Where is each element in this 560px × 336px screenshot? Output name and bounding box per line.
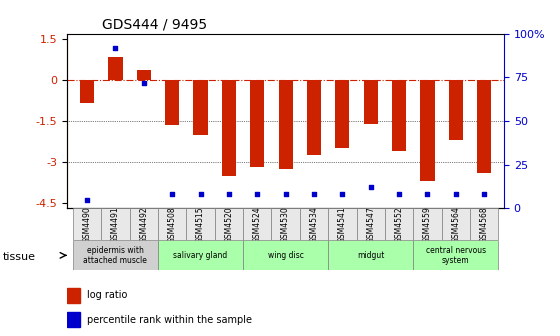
FancyBboxPatch shape <box>214 208 243 240</box>
Point <box>395 192 404 197</box>
Text: GSM4508: GSM4508 <box>167 206 176 243</box>
FancyBboxPatch shape <box>243 208 272 240</box>
Text: GSM4559: GSM4559 <box>423 206 432 243</box>
Point <box>82 197 91 202</box>
Point <box>111 45 120 50</box>
FancyBboxPatch shape <box>129 208 158 240</box>
Text: GSM4490: GSM4490 <box>82 206 91 243</box>
Text: GSM4552: GSM4552 <box>395 206 404 243</box>
Text: wing disc: wing disc <box>268 251 304 260</box>
Point <box>338 192 347 197</box>
Point <box>253 192 262 197</box>
Point <box>167 192 176 197</box>
Point <box>480 192 489 197</box>
Point <box>225 192 234 197</box>
Bar <box>421 80 435 181</box>
Bar <box>335 80 349 148</box>
FancyBboxPatch shape <box>470 208 498 240</box>
Text: log ratio: log ratio <box>87 291 127 300</box>
Text: GSM4568: GSM4568 <box>480 206 489 243</box>
Text: GSM4524: GSM4524 <box>253 206 262 243</box>
Bar <box>250 80 264 167</box>
Point <box>451 192 460 197</box>
FancyBboxPatch shape <box>158 240 243 270</box>
Bar <box>222 80 236 175</box>
Text: GSM4491: GSM4491 <box>111 206 120 243</box>
FancyBboxPatch shape <box>442 208 470 240</box>
Bar <box>67 288 80 303</box>
Point <box>310 192 319 197</box>
Point <box>423 192 432 197</box>
Bar <box>392 80 406 151</box>
Bar <box>449 80 463 140</box>
Text: GSM4520: GSM4520 <box>225 206 234 243</box>
Bar <box>477 80 491 173</box>
FancyBboxPatch shape <box>73 240 158 270</box>
FancyBboxPatch shape <box>73 208 101 240</box>
Text: tissue: tissue <box>3 252 36 262</box>
FancyBboxPatch shape <box>328 240 413 270</box>
Point <box>281 192 290 197</box>
Text: GSM4564: GSM4564 <box>451 206 460 243</box>
Text: GSM4547: GSM4547 <box>366 206 375 243</box>
Text: GSM4541: GSM4541 <box>338 206 347 243</box>
FancyBboxPatch shape <box>243 240 328 270</box>
FancyBboxPatch shape <box>357 208 385 240</box>
Bar <box>363 80 378 124</box>
Point <box>139 80 148 85</box>
FancyBboxPatch shape <box>300 208 328 240</box>
FancyBboxPatch shape <box>272 208 300 240</box>
Text: GSM4492: GSM4492 <box>139 206 148 243</box>
Text: central nervous
system: central nervous system <box>426 246 486 265</box>
Text: midgut: midgut <box>357 251 384 260</box>
Bar <box>307 80 321 155</box>
Text: GSM4534: GSM4534 <box>310 206 319 243</box>
FancyBboxPatch shape <box>413 240 498 270</box>
Text: epidermis with
attached muscle: epidermis with attached muscle <box>83 246 147 265</box>
Bar <box>193 80 208 135</box>
Bar <box>80 80 94 103</box>
Text: salivary gland: salivary gland <box>174 251 227 260</box>
Text: GSM4530: GSM4530 <box>281 206 290 243</box>
FancyBboxPatch shape <box>385 208 413 240</box>
FancyBboxPatch shape <box>186 208 214 240</box>
Bar <box>165 80 179 125</box>
FancyBboxPatch shape <box>158 208 186 240</box>
Text: percentile rank within the sample: percentile rank within the sample <box>87 315 252 325</box>
FancyBboxPatch shape <box>101 208 129 240</box>
Text: GSM4515: GSM4515 <box>196 206 205 243</box>
Bar <box>67 312 80 327</box>
FancyBboxPatch shape <box>328 208 357 240</box>
FancyBboxPatch shape <box>413 208 442 240</box>
Text: GDS444 / 9495: GDS444 / 9495 <box>102 17 207 31</box>
Point <box>196 192 205 197</box>
Bar <box>108 57 123 80</box>
Bar <box>278 80 293 169</box>
Point <box>366 185 375 190</box>
Bar <box>137 71 151 80</box>
